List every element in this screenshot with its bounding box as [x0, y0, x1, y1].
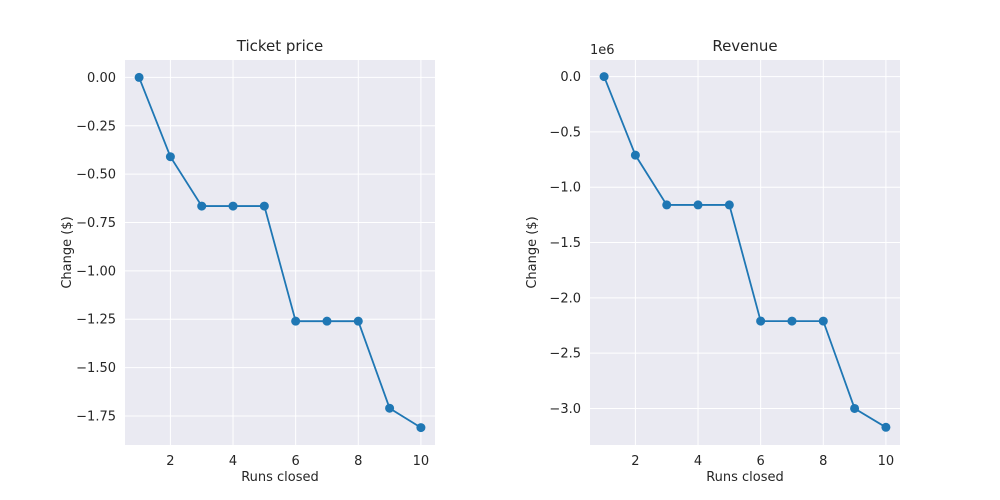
y-tick-label: −2.5: [549, 347, 581, 362]
data-point: [385, 403, 395, 413]
x-tick-label: 6: [757, 454, 765, 469]
y-tick-label: −2.0: [549, 291, 581, 306]
y-tick-label: −0.25: [76, 119, 116, 134]
data-point: [165, 152, 175, 162]
series-line: [138, 77, 422, 429]
data-point: [134, 72, 144, 82]
y-tick-label: −0.75: [76, 216, 116, 231]
data-point: [599, 72, 609, 82]
plot-area: [125, 60, 435, 445]
y-tick-label: −1.5: [549, 236, 581, 251]
x-tick-label: 10: [413, 454, 430, 469]
data-point: [756, 316, 766, 326]
x-axis-label: Runs closed: [706, 470, 784, 485]
chart-title: Ticket price: [236, 37, 323, 55]
y-tick-label: 0.00: [87, 71, 116, 86]
data-point: [693, 200, 703, 210]
data-point: [322, 316, 332, 326]
series-line: [603, 76, 887, 429]
y-tick-label: −1.25: [76, 313, 116, 328]
y-axis-label: Change ($): [525, 216, 540, 288]
y-tick-label: −1.75: [76, 409, 116, 424]
y-tick-label: −1.50: [76, 361, 116, 376]
data-point: [818, 316, 828, 326]
data-point: [228, 201, 238, 211]
y-tick-label: −1.00: [76, 264, 116, 279]
chart-title: Revenue: [712, 37, 777, 55]
y-offset-label: 1e6: [590, 43, 615, 58]
data-point: [850, 403, 860, 413]
data-point: [291, 316, 301, 326]
x-tick-label: 8: [354, 454, 362, 469]
x-tick-label: 8: [819, 454, 827, 469]
data-point: [787, 316, 797, 326]
data-point: [662, 200, 672, 210]
y-axis-label: Change ($): [60, 216, 75, 288]
data-point: [259, 201, 269, 211]
y-tick-label: −0.50: [76, 168, 116, 183]
x-tick-label: 6: [292, 454, 300, 469]
x-tick-label: 4: [694, 454, 702, 469]
y-tick-label: 0.0: [560, 70, 581, 85]
plot-area: [590, 60, 900, 445]
chart-panel-2: 2 4 6 8 10 0.0 −0.5 −1.0 −1.5 −2.0 −2.5 −3.0 1e6 Reve…: [525, 37, 900, 485]
y-tick-label: −1.0: [549, 181, 581, 196]
y-tick-label: −3.0: [549, 402, 581, 417]
x-tick-label: 2: [631, 454, 639, 469]
chart-panel-1: 2 4 6 8 10 0.00 −0.25 −0.50 −0.75 −1.00 −1.25 −1.50…: [60, 37, 435, 485]
y-tick-label: −0.5: [549, 125, 581, 140]
x-tick-label: 4: [229, 454, 237, 469]
data-point: [630, 150, 640, 160]
data-point: [416, 423, 426, 433]
data-point: [724, 200, 734, 210]
x-tick-label: 2: [166, 454, 174, 469]
data-point: [881, 422, 891, 432]
data-point: [197, 201, 207, 211]
data-point: [353, 316, 363, 326]
x-axis-label: Runs closed: [241, 470, 319, 485]
x-tick-label: 10: [878, 454, 895, 469]
